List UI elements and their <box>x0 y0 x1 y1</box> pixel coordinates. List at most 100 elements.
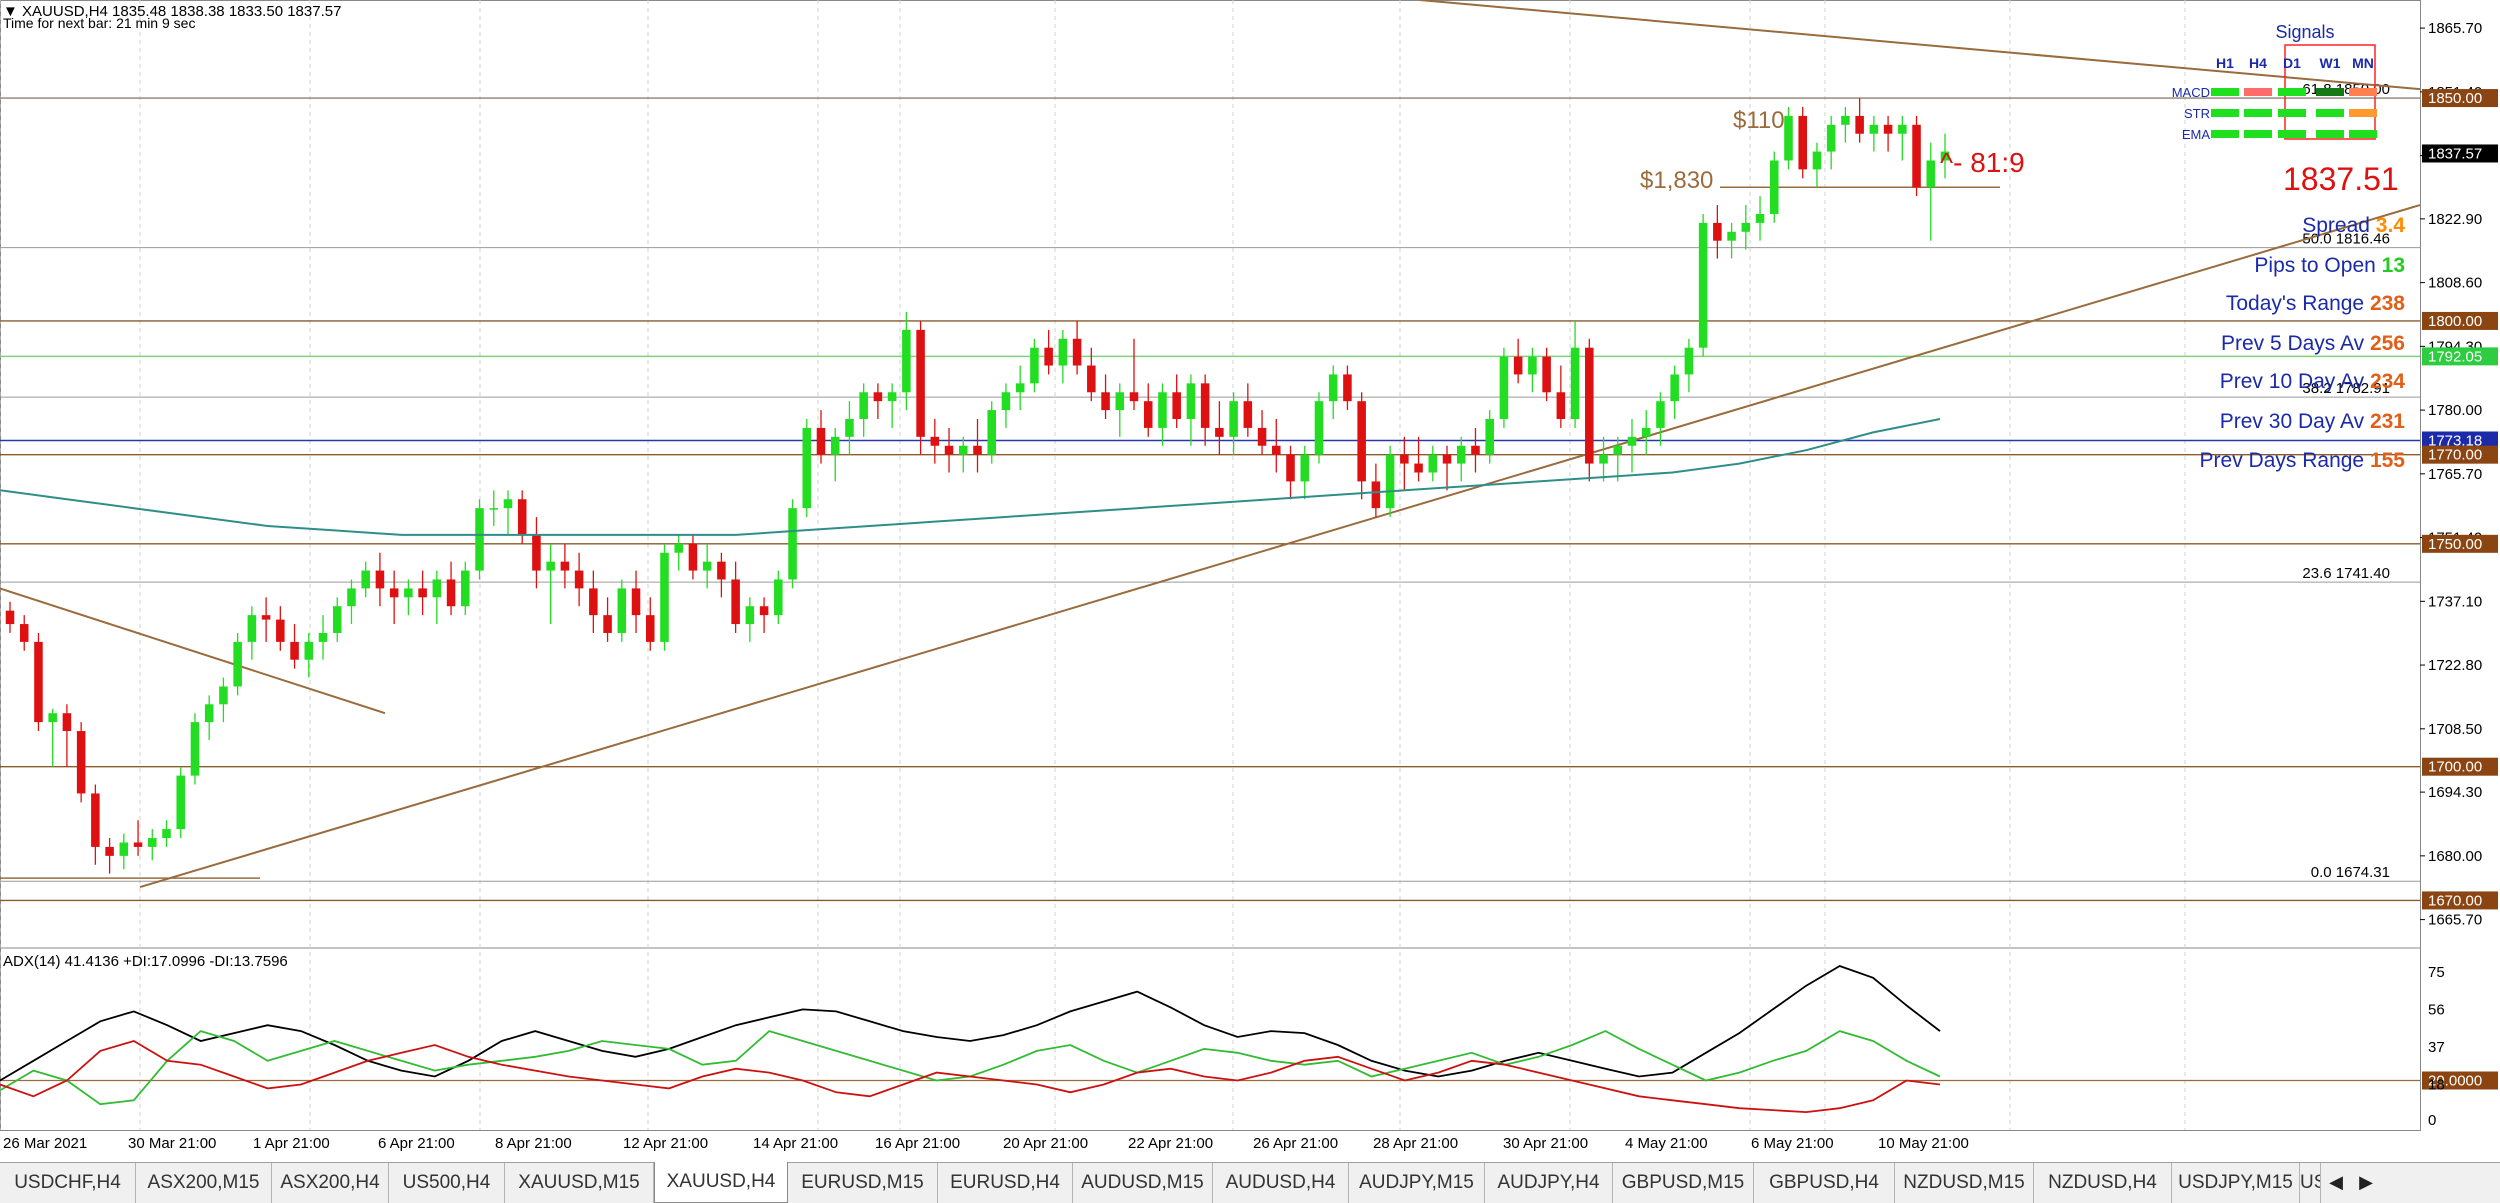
level-price-box <box>2422 431 2498 450</box>
bar-timer: Time for next bar: 21 min 9 sec <box>3 15 195 31</box>
tab-xauusd-h4[interactable]: XAUUSD,H4 <box>654 1162 788 1203</box>
level-price-label: 1850.00 <box>2428 90 2482 107</box>
candle-body <box>1143 401 1153 428</box>
candle-body <box>1414 463 1423 473</box>
tab-nzdusd-h4[interactable]: NZDUSD,H4 <box>2034 1163 2172 1203</box>
signal-indicator <box>2278 88 2306 96</box>
candle-body <box>375 570 385 589</box>
tab-audusd-m15[interactable]: AUDUSD,M15 <box>1073 1163 1213 1203</box>
tab-asx200-h4[interactable]: ASX200,H4 <box>272 1163 389 1203</box>
level-price-label: 1700.00 <box>2428 759 2482 776</box>
tab-us500-h4[interactable]: US500,H4 <box>389 1163 505 1203</box>
candle-body <box>261 615 271 620</box>
candle-body <box>219 686 228 705</box>
symbol-tab-bar: USDCHF,H4 ASX200,M15 ASX200,H4 US500,H4 … <box>0 1162 2500 1203</box>
level-price-box <box>2422 311 2498 330</box>
candle-body <box>645 615 655 642</box>
candle-body <box>1727 231 1736 241</box>
candle-body <box>617 588 627 633</box>
candle-body <box>133 842 143 847</box>
moving-average-line <box>0 418 1941 536</box>
candle-body <box>1200 383 1210 428</box>
adx-tick-label: 75 <box>2428 964 2445 981</box>
candle-body <box>233 641 242 687</box>
price-tick-label: 1694.30 <box>2428 784 2482 801</box>
tab-eurusd-h4[interactable]: EURUSD,H4 <box>938 1163 1073 1203</box>
candle-body <box>517 499 527 535</box>
signal-indicator <box>2244 109 2272 117</box>
time-axis-label: 22 Apr 21:00 <box>1128 1135 1213 1152</box>
candle-body <box>674 543 683 553</box>
candle-body <box>176 775 186 830</box>
candle-body <box>1442 454 1452 464</box>
candle-body <box>1627 436 1637 446</box>
candle-body <box>1784 115 1793 161</box>
time-axis-label: 1 Apr 21:00 <box>253 1135 330 1152</box>
candle-body <box>1641 427 1651 437</box>
tab-audjpy-h4[interactable]: AUDJPY,H4 <box>1485 1163 1613 1203</box>
tab-nzdusd-m15[interactable]: NZDUSD,M15 <box>1895 1163 2034 1203</box>
candle-body <box>190 722 200 776</box>
signal-indicator <box>2211 130 2239 138</box>
price-tick-label: 1822.90 <box>2428 211 2482 228</box>
level-price-box <box>2422 757 2498 776</box>
adx-tick-label: 56 <box>2428 1001 2445 1018</box>
tab-usdchf-h4[interactable]: USDCHF,H4 <box>0 1163 136 1203</box>
candle-body <box>446 579 456 607</box>
fib-label: 0.0 1674.31 <box>2311 864 2390 881</box>
time-axis-label: 30 Apr 21:00 <box>1503 1135 1588 1152</box>
candle-body <box>1684 347 1694 375</box>
signals-row-label: MACD <box>2172 85 2210 100</box>
signal-indicator <box>2316 130 2344 138</box>
adx-line <box>0 965 1941 1082</box>
plus-di-line <box>0 1030 1941 1106</box>
time-axis-label: 20 Apr 21:00 <box>1003 1135 1088 1152</box>
candle-body <box>347 588 356 607</box>
time-axis-label: 26 Apr 21:00 <box>1253 1135 1338 1152</box>
level-price-box <box>2422 144 2498 163</box>
candle-body <box>34 641 43 723</box>
candle-body <box>1001 392 1011 411</box>
candle-body <box>1456 445 1466 464</box>
tab-gbpusd-h4[interactable]: GBPUSD,H4 <box>1754 1163 1895 1203</box>
candle-body <box>48 713 57 723</box>
tab-scroll-left-icon[interactable]: ◀ <box>2329 1172 2343 1192</box>
signal-indicator <box>2349 88 2377 96</box>
tab-overflow[interactable]: US <box>2300 1163 2321 1203</box>
candle-body <box>944 445 954 455</box>
annotation-range: $110 <box>1733 107 1785 134</box>
candle-body <box>76 731 86 794</box>
tab-audjpy-m15[interactable]: AUDJPY,M15 <box>1349 1163 1485 1203</box>
stat-row: Prev 5 Days Av 256 <box>2221 332 2405 355</box>
candle-body <box>830 436 840 455</box>
candle-body <box>1898 124 1907 134</box>
candle-body <box>1371 481 1381 509</box>
stat-row: Today's Range 238 <box>2226 292 2405 315</box>
candle-body <box>1428 454 1438 473</box>
candle-body <box>802 427 812 509</box>
tab-xauusd-m15[interactable]: XAUUSD,M15 <box>505 1163 654 1203</box>
price-tick-label: 1737.10 <box>2428 593 2482 610</box>
tab-audusd-h4[interactable]: AUDUSD,H4 <box>1213 1163 1349 1203</box>
tab-usdjpy-m15[interactable]: USDJPY,M15 <box>2172 1163 2300 1203</box>
candle-body <box>418 588 427 598</box>
candle-body <box>404 588 413 598</box>
signal-indicator <box>2244 130 2272 138</box>
signal-indicator <box>2349 130 2377 138</box>
tab-asx200-m15[interactable]: ASX200,M15 <box>136 1163 272 1203</box>
candle-body <box>276 619 285 642</box>
time-axis-label: 16 Apr 21:00 <box>875 1135 960 1152</box>
candle-body <box>1215 427 1224 437</box>
candle-body <box>1115 392 1125 411</box>
tab-gbpusd-m15[interactable]: GBPUSD,M15 <box>1613 1163 1754 1203</box>
signal-indicator <box>2349 109 2377 117</box>
candle-body <box>745 606 755 625</box>
tab-scroll-right-icon[interactable]: ▶ <box>2359 1172 2373 1192</box>
tab-eurusd-m15[interactable]: EURUSD,M15 <box>788 1163 938 1203</box>
candle-body <box>489 508 499 510</box>
candle-body <box>574 570 584 589</box>
candle-body <box>717 561 726 580</box>
candle-body <box>546 561 555 571</box>
candle-body <box>304 641 314 660</box>
